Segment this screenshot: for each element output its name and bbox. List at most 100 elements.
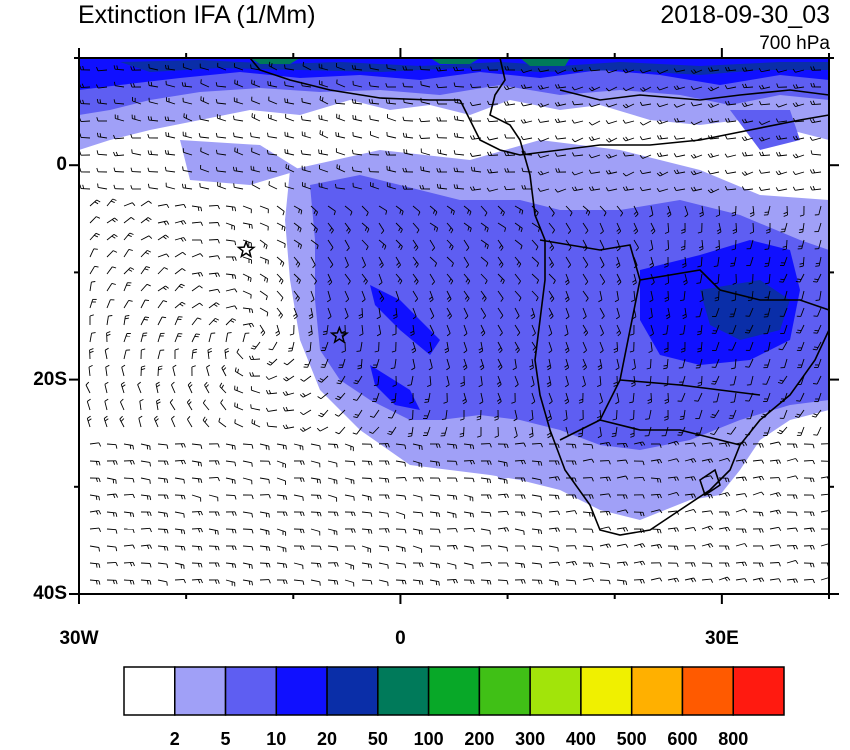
wind-barb [616,324,622,334]
wind-barb-feather [199,285,203,289]
wind-barb-feather [622,186,626,191]
wind-barb [327,239,334,248]
wind-barb [565,239,572,248]
wind-barb-feather [630,432,635,436]
wind-barb [293,579,304,582]
wind-barb-feather [727,117,731,123]
wind-barb-feather [384,494,387,499]
wind-barb [327,307,332,317]
wind-barb-feather [124,317,129,320]
wind-barb [786,544,797,547]
wind-barb-feather [319,445,321,450]
wind-barb-feather [183,530,186,535]
wind-barb [480,324,486,334]
wind-barb-feather [710,543,714,548]
wind-barb-feather [392,313,397,317]
wind-barb-feather [345,298,350,303]
wind-barb-feather [237,368,239,373]
wind-barb [183,151,193,156]
wind-barb-feather [187,416,191,420]
wind-barb [285,101,295,105]
wind-barb-feather [673,103,677,108]
wind-barb-feather [608,476,612,481]
wind-barb [744,154,754,157]
wind-barb-feather [810,66,813,71]
wind-barb-feather [809,136,813,141]
wind-barb-feather [472,478,475,483]
wind-barb [667,527,677,530]
wind-barb-feather [234,207,237,212]
wind-barb-feather [741,137,745,141]
wind-barb [625,69,635,74]
wind-barb-feather [266,149,269,154]
wind-barb [395,256,401,266]
wind-barb-feather [775,187,779,192]
wind-barb [169,402,176,411]
wind-barb-feather [144,268,149,271]
wind-barb-feather [564,364,569,368]
wind-barb [784,290,788,300]
wind-barb-feather [530,384,535,388]
wind-barb-feather [438,66,442,71]
wind-barb-feather [727,478,730,483]
wind-barb-feather [306,350,311,353]
wind-barb-feather [469,186,473,191]
wind-barb-feather [215,82,218,87]
wind-barb [548,290,555,299]
wind-barb-feather [132,544,136,549]
wind-barb-feather [197,546,200,551]
wind-barb-feather [744,136,748,141]
wind-barb-feather [181,82,184,87]
wind-barb-feather [540,84,544,89]
wind-barb-feather [696,333,702,336]
wind-barb [701,458,711,462]
wind-barb-feather [812,494,815,500]
wind-barb [650,256,655,266]
wind-barb-feather [523,494,526,499]
wind-barb [157,267,165,275]
wind-barb [344,460,355,463]
wind-barb [225,205,235,208]
wind-barb [795,154,805,159]
wind-barb [202,419,210,428]
wind-barb [531,392,536,402]
wind-barb [208,302,217,309]
wind-barb [394,358,397,368]
wind-barb-feather [540,546,543,551]
wind-barb-feather [302,545,305,551]
wind-barb-feather [629,418,634,421]
wind-barb [715,307,720,317]
wind-barb [667,239,670,250]
wind-barb-feather [761,443,764,448]
wind-barb-feather [830,529,831,533]
wind-barb-feather [574,460,577,465]
wind-barb [208,333,212,343]
wind-barb-feather [684,214,689,218]
wind-barb-feather [664,282,669,285]
wind-barb-feather [699,248,704,252]
wind-barb-feather [446,333,451,337]
wind-barb-feather [381,243,385,248]
wind-barb-feather [282,211,285,216]
wind-barb-feather [441,418,446,421]
wind-barb [769,526,779,530]
wind-barb [591,188,601,191]
wind-barb [714,375,720,385]
wind-barb-feather [87,398,91,402]
wind-barb-feather [197,206,200,211]
wind-barb-feather [611,435,616,438]
wind-barb [85,384,91,394]
wind-barb [463,205,472,212]
wind-barb-feather [554,188,558,193]
wind-barb-feather [494,415,499,419]
wind-barb-feather [673,186,677,191]
wind-barb-feather [696,282,701,284]
title-left: Extinction IFA (1/Mm) [78,1,316,29]
wind-barb [676,86,686,91]
wind-barb-feather [540,461,543,466]
wind-barb [119,418,125,428]
wind-barb [480,392,484,402]
wind-barb [514,205,524,211]
wind-barb [599,476,610,479]
wind-barb [412,256,419,265]
